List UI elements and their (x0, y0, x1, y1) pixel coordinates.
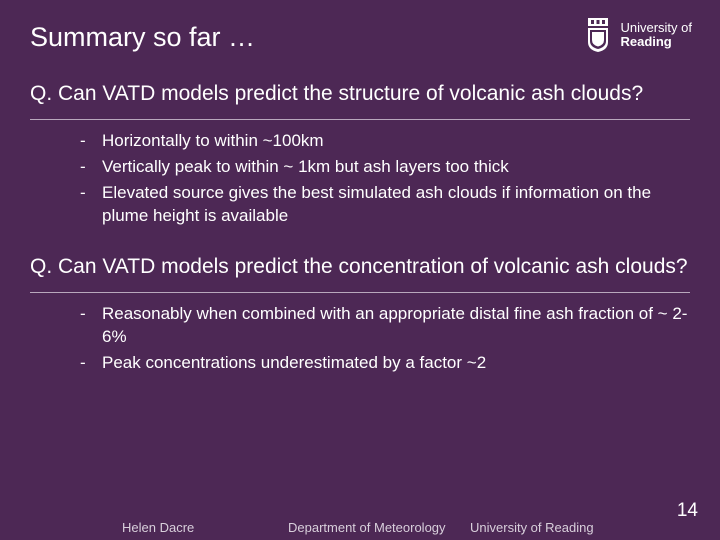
slide: University of Reading Summary so far … Q… (0, 0, 720, 540)
bullets-1: Horizontally to within ~100km Vertically… (30, 130, 690, 228)
question-1: Q. Can VATD models predict the structure… (30, 81, 690, 107)
footer-university: University of Reading (470, 520, 594, 535)
logo-line2: Reading (620, 35, 692, 49)
footer-author: Helen Dacre (122, 520, 194, 535)
university-logo: University of Reading (584, 18, 692, 52)
logo-line1: University of (620, 21, 692, 35)
divider-2 (30, 292, 690, 293)
divider-1 (30, 119, 690, 120)
footer-dept: Department of Meteorology (288, 520, 446, 535)
list-item: Peak concentrations underestimated by a … (80, 352, 690, 375)
list-item: Horizontally to within ~100km (80, 130, 690, 153)
shield-icon (584, 18, 612, 52)
question-2: Q. Can VATD models predict the concentra… (30, 254, 690, 280)
page-number: 14 (677, 500, 698, 522)
list-item: Elevated source gives the best simulated… (80, 182, 690, 228)
list-item: Reasonably when combined with an appropr… (80, 303, 690, 349)
logo-text: University of Reading (620, 21, 692, 50)
bullets-2: Reasonably when combined with an appropr… (30, 303, 690, 375)
list-item: Vertically peak to within ~ 1km but ash … (80, 156, 690, 179)
